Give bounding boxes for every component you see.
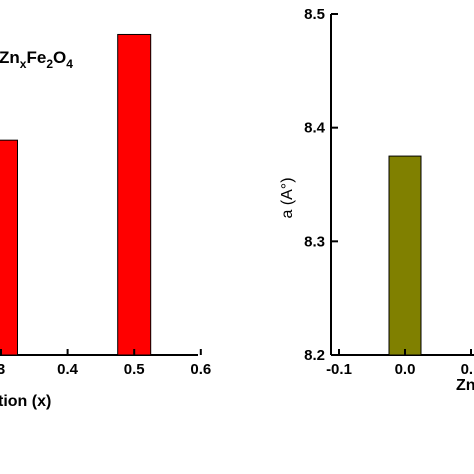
left-composition-annotation: ZnxFe2O4 xyxy=(0,48,73,71)
left-bar xyxy=(0,139,18,356)
left-x-tick-label: 0.5 xyxy=(124,361,145,378)
left-x-tick-label: 0.6 xyxy=(190,361,211,378)
left-chart: 3 0.4 0.5 0.6 ZnxFe2O4 tion (x) xyxy=(0,33,211,410)
left-x-tick-label: 3 xyxy=(0,361,5,378)
right-x-tick-label: -0.1 xyxy=(326,361,352,378)
left-bar xyxy=(117,33,152,356)
right-y-tick-label: 8.3 xyxy=(304,233,325,250)
right-bar xyxy=(388,155,422,356)
left-x-axis-label: tion (x) xyxy=(0,393,51,410)
right-x-axis-label: Zn xyxy=(456,377,474,394)
right-y-axis-label: a (A°) xyxy=(279,177,296,218)
right-y-tick-label: 8.5 xyxy=(304,6,325,23)
right-chart: 8.2 8.3 8.4 8.5 -0.1 0.0 0.1 a (A°) Zn xyxy=(279,6,474,394)
right-x-tick-label: 0.0 xyxy=(395,361,416,378)
right-x-tick-label: 0.1 xyxy=(461,361,474,378)
right-y-tick-label: 8.4 xyxy=(304,120,326,137)
right-y-tick-label: 8.2 xyxy=(304,347,325,364)
left-x-tick-label: 0.4 xyxy=(57,361,79,378)
